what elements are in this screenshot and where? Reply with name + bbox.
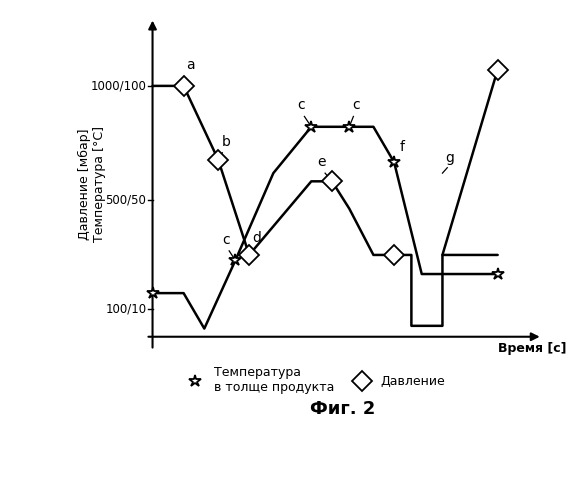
Text: c: c [297, 98, 304, 112]
Text: 1000/100: 1000/100 [90, 80, 146, 92]
Text: a: a [186, 58, 195, 72]
Text: Время [с]: Время [с] [498, 342, 567, 354]
Text: d: d [252, 232, 261, 245]
Text: 500/50: 500/50 [106, 194, 146, 207]
Text: c: c [353, 98, 360, 112]
Text: Давление [мбар]
Температура [°С]: Давление [мбар] Температура [°С] [78, 126, 106, 242]
Text: 100/10: 100/10 [105, 303, 146, 316]
Text: f: f [399, 140, 404, 154]
Text: b: b [221, 134, 230, 148]
Text: c: c [222, 233, 230, 247]
Text: g: g [445, 151, 455, 165]
Text: e: e [317, 155, 326, 169]
Legend: Температура
в толще продукта, Давление: Температура в толще продукта, Давление [177, 362, 450, 400]
Text: Фиг. 2: Фиг. 2 [310, 400, 375, 418]
